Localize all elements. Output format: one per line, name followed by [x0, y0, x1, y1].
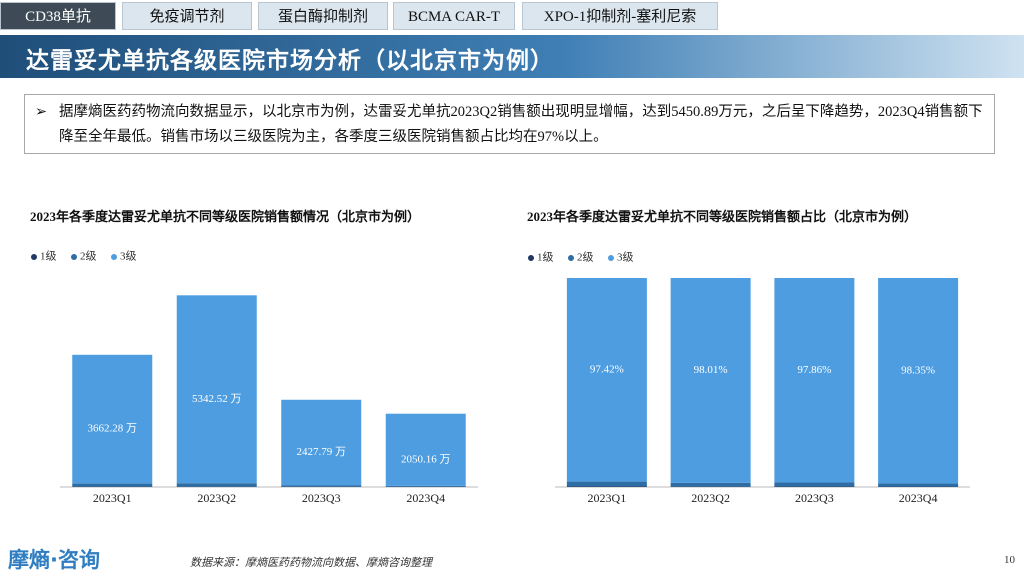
bar-segment — [774, 278, 855, 483]
tab[interactable]: 免疫调节剂 — [122, 2, 252, 30]
bar-segment — [566, 278, 647, 482]
legend-label: 3级 — [617, 251, 634, 264]
data-label: 2427.79 万 — [297, 446, 347, 458]
bar-segment — [878, 483, 959, 487]
legend-swatch — [111, 254, 117, 260]
summary-box: 据摩熵医药药物流向数据显示，以北京市为例，达雷妥尤单抗2023Q2销售额出现明显… — [24, 94, 995, 154]
x-tick-label: 2023Q2 — [197, 491, 236, 505]
x-tick-label: 2023Q3 — [795, 491, 834, 505]
data-label: 5342.52 万 — [192, 393, 242, 405]
x-tick-label: 2023Q2 — [691, 491, 730, 505]
legend-label: 2级 — [80, 250, 97, 263]
bar-segment — [385, 413, 466, 486]
legend-label: 1级 — [40, 250, 57, 263]
x-tick-label: 2023Q4 — [899, 491, 938, 505]
chart-title: 2023年各季度达雷妥尤单抗不同等级医院销售额占比（北京市为例） — [527, 209, 917, 224]
tab[interactable]: 蛋白酶抑制剂 — [258, 2, 388, 30]
bar-segment — [72, 483, 153, 487]
data-label: 97.86% — [797, 364, 831, 376]
bar-segment — [774, 482, 855, 487]
tab[interactable]: CD38单抗 — [0, 2, 116, 30]
legend-swatch — [568, 255, 574, 261]
tab[interactable]: XPO-1抑制剂-塞利尼索 — [522, 2, 718, 30]
bar-segment — [566, 486, 647, 487]
bar-segment — [670, 278, 751, 483]
data-label: 3662.28 万 — [88, 423, 138, 435]
data-label: 98.01% — [694, 364, 728, 376]
bar-segment — [281, 399, 362, 486]
legend-label: 3级 — [120, 250, 137, 263]
bar-segment — [176, 483, 257, 487]
page-number: 10 — [1004, 554, 1015, 566]
data-label: 98.35% — [901, 364, 935, 376]
legend-swatch — [608, 255, 614, 261]
bar-segment — [176, 295, 257, 484]
tab[interactable]: BCMA CAR-T — [393, 2, 515, 30]
summary-text: 据摩熵医药药物流向数据显示，以北京市为例，达雷妥尤单抗2023Q2销售额出现明显… — [59, 104, 983, 145]
bar-segment — [670, 482, 751, 487]
legend-label: 1级 — [537, 251, 554, 264]
bar-segment — [72, 354, 153, 484]
legend-label: 2级 — [577, 251, 594, 264]
bar-segment — [878, 278, 959, 484]
data-label: 97.42% — [590, 363, 624, 375]
source-note: 数据来源：摩熵医药药物流向数据、摩熵咨询整理 — [190, 557, 432, 569]
x-tick-label: 2023Q3 — [302, 491, 341, 505]
bar-segment — [281, 485, 362, 487]
legend-swatch — [528, 255, 534, 261]
x-tick-label: 2023Q1 — [588, 491, 627, 505]
x-tick-label: 2023Q1 — [93, 491, 132, 505]
logo: 摩熵·咨询 — [8, 548, 100, 572]
data-label: 2050.16 万 — [401, 453, 451, 465]
chart-title: 2023年各季度达雷妥尤单抗不同等级医院销售额情况（北京市为例） — [30, 209, 420, 224]
legend-swatch — [31, 254, 37, 260]
legend-swatch — [71, 254, 77, 260]
bar-segment — [385, 485, 466, 487]
bar-segment — [566, 481, 647, 487]
x-tick-label: 2023Q4 — [406, 491, 445, 505]
header-title: 达雷妥尤单抗各级医院市场分析（以北京市为例） — [26, 48, 554, 74]
header-band: 达雷妥尤单抗各级医院市场分析（以北京市为例） — [0, 35, 1024, 78]
